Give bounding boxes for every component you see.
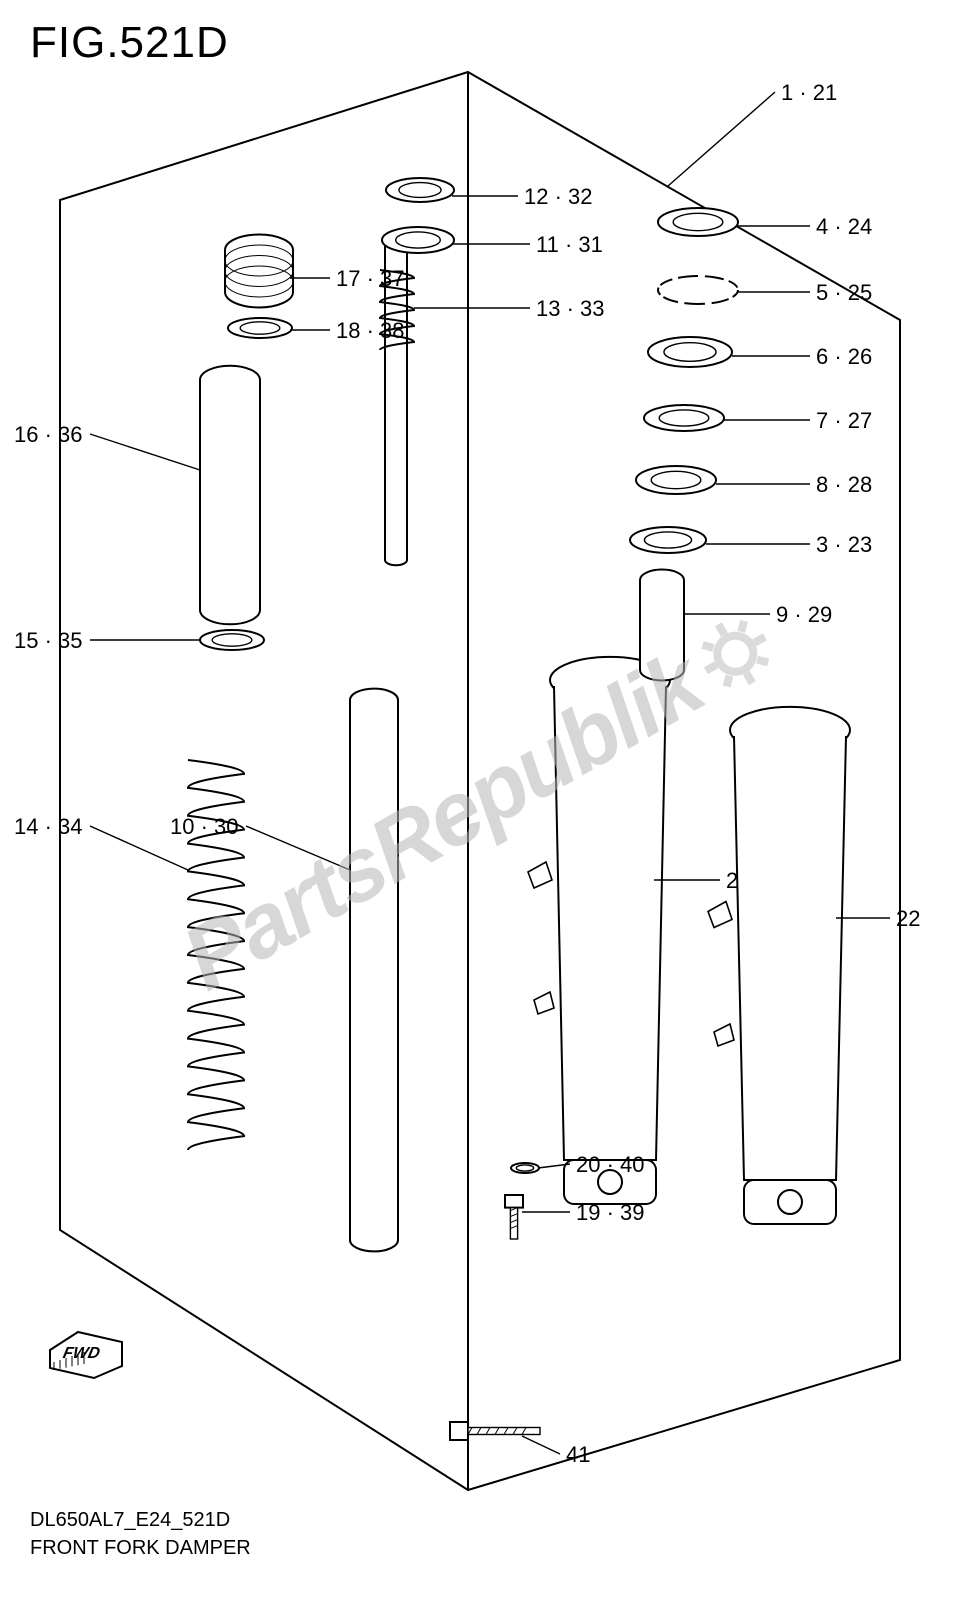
callout-label: 19 · 39	[576, 1200, 645, 1226]
callout-label: 12 · 32	[524, 184, 593, 210]
callout-label: 1 · 21	[781, 80, 837, 106]
footer-model-code: DL650AL7_E24_521D	[30, 1509, 230, 1532]
callout-label: 16 · 36	[14, 422, 83, 448]
callout-label: 3 · 23	[816, 532, 872, 558]
callout-label: 18 · 38	[336, 318, 405, 344]
callout-label: 8 · 28	[816, 472, 872, 498]
callout-label: 22	[896, 906, 920, 932]
callout-label: 5 · 25	[816, 280, 872, 306]
svg-text:FWD: FWD	[61, 1344, 101, 1362]
callout-label: 4 · 24	[816, 214, 872, 240]
footer-part-title: FRONT FORK DAMPER	[30, 1537, 251, 1560]
callout-label: 17 · 37	[336, 266, 405, 292]
callout-label: 7 · 27	[816, 408, 872, 434]
callout-label: 9 · 29	[776, 602, 832, 628]
callout-label: 13 · 33	[536, 296, 605, 322]
parts-diagram-svg: FWD	[0, 0, 962, 1600]
callout-label: 15 · 35	[14, 628, 83, 654]
callout-label: 41	[566, 1442, 590, 1468]
callout-label: 20 · 40	[576, 1152, 645, 1178]
callout-label: 10 · 30	[170, 814, 239, 840]
callout-label: 11 · 31	[536, 232, 603, 258]
callout-label: 6 · 26	[816, 344, 872, 370]
callout-label: 2	[726, 868, 738, 894]
page-root: FIG.521D FWD PartsRepublik 1 · 2112 · 32…	[0, 0, 962, 1600]
callout-label: 14 · 34	[14, 814, 83, 840]
